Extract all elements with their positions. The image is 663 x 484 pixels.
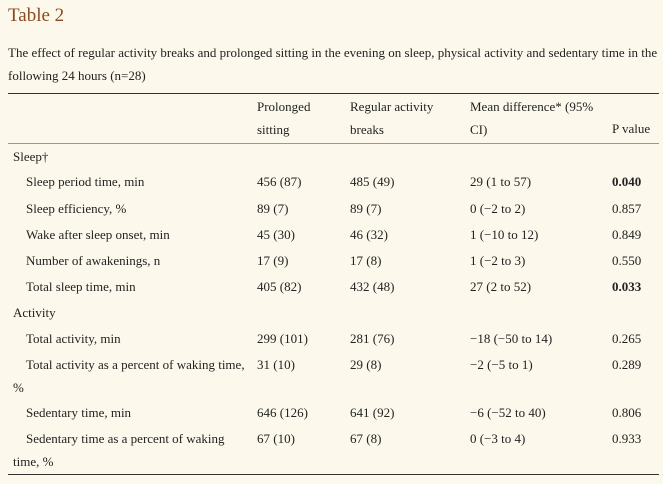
- row-label: Total sleep time, min: [26, 279, 136, 294]
- cell-mean-difference: −6 (−52 to 40): [470, 405, 546, 420]
- row-label: Sedentary time, min: [26, 405, 132, 420]
- row-label: Number of awakenings, n: [26, 253, 161, 268]
- table-label: Table 2: [8, 5, 65, 26]
- cell-regular-breaks: 432 (48): [350, 279, 395, 294]
- header-rule: [8, 143, 659, 144]
- row-label: Total activity, min: [26, 331, 121, 346]
- cell-regular-breaks: 29 (8): [350, 357, 382, 372]
- header-regular-activity-breaks: Regular activity breaks: [350, 99, 434, 137]
- cell-prolonged-sitting: 89 (7): [257, 201, 289, 216]
- cell-p-value: 0.550: [612, 253, 642, 268]
- table-caption: The effect of regular activity breaks an…: [8, 45, 658, 83]
- row-label: Sleep efficiency, %: [26, 201, 127, 216]
- cell-p-value: 0.857: [612, 201, 642, 216]
- cell-regular-breaks: 281 (76): [350, 331, 395, 346]
- cell-prolonged-sitting: 456 (87): [257, 174, 302, 189]
- cell-prolonged-sitting: 17 (9): [257, 253, 289, 268]
- cell-prolonged-sitting: 405 (82): [257, 279, 302, 294]
- cell-regular-breaks: 46 (32): [350, 227, 388, 242]
- cell-p-value: 0.033: [612, 279, 642, 294]
- section-header: Sleep†: [13, 149, 49, 164]
- cell-regular-breaks: 485 (49): [350, 174, 395, 189]
- cell-mean-difference: 0 (−2 to 2): [470, 201, 526, 216]
- top-rule: [8, 93, 659, 94]
- cell-regular-breaks: 67 (8): [350, 431, 382, 446]
- cell-mean-difference: 29 (1 to 57): [470, 174, 532, 189]
- cell-p-value: 0.265: [612, 331, 642, 346]
- cell-prolonged-sitting: 31 (10): [257, 357, 295, 372]
- cell-regular-breaks: 89 (7): [350, 201, 382, 216]
- cell-mean-difference: 1 (−2 to 3): [470, 253, 526, 268]
- cell-p-value: 0.849: [612, 227, 642, 242]
- bottom-rule: [8, 474, 659, 475]
- header-p-value: P value: [612, 121, 651, 136]
- header-mean-difference: Mean difference* (95% CI): [470, 99, 594, 137]
- row-label: Total activity as a percent of waking ti…: [13, 357, 245, 395]
- cell-regular-breaks: 641 (92): [350, 405, 395, 420]
- header-prolonged-sitting: Prolonged sitting: [257, 99, 311, 137]
- cell-p-value: 0.933: [612, 431, 642, 446]
- cell-prolonged-sitting: 45 (30): [257, 227, 295, 242]
- cell-mean-difference: −18 (−50 to 14): [470, 331, 553, 346]
- cell-mean-difference: 27 (2 to 52): [470, 279, 532, 294]
- cell-p-value: 0.040: [612, 174, 642, 189]
- cell-regular-breaks: 17 (8): [350, 253, 382, 268]
- row-label: Wake after sleep onset, min: [26, 227, 170, 242]
- cell-mean-difference: 1 (−10 to 12): [470, 227, 539, 242]
- cell-prolonged-sitting: 299 (101): [257, 331, 308, 346]
- cell-p-value: 0.289: [612, 357, 642, 372]
- cell-prolonged-sitting: 67 (10): [257, 431, 295, 446]
- row-label: Sleep period time, min: [26, 174, 145, 189]
- cell-p-value: 0.806: [612, 405, 642, 420]
- cell-mean-difference: −2 (−5 to 1): [470, 357, 533, 372]
- section-header: Activity: [13, 305, 56, 320]
- cell-prolonged-sitting: 646 (126): [257, 405, 308, 420]
- row-label: Sedentary time as a percent of waking ti…: [13, 431, 225, 469]
- cell-mean-difference: 0 (−3 to 4): [470, 431, 526, 446]
